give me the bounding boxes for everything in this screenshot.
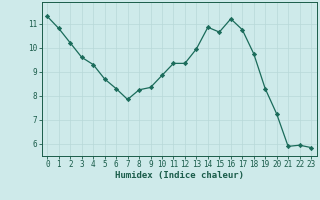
X-axis label: Humidex (Indice chaleur): Humidex (Indice chaleur) (115, 171, 244, 180)
